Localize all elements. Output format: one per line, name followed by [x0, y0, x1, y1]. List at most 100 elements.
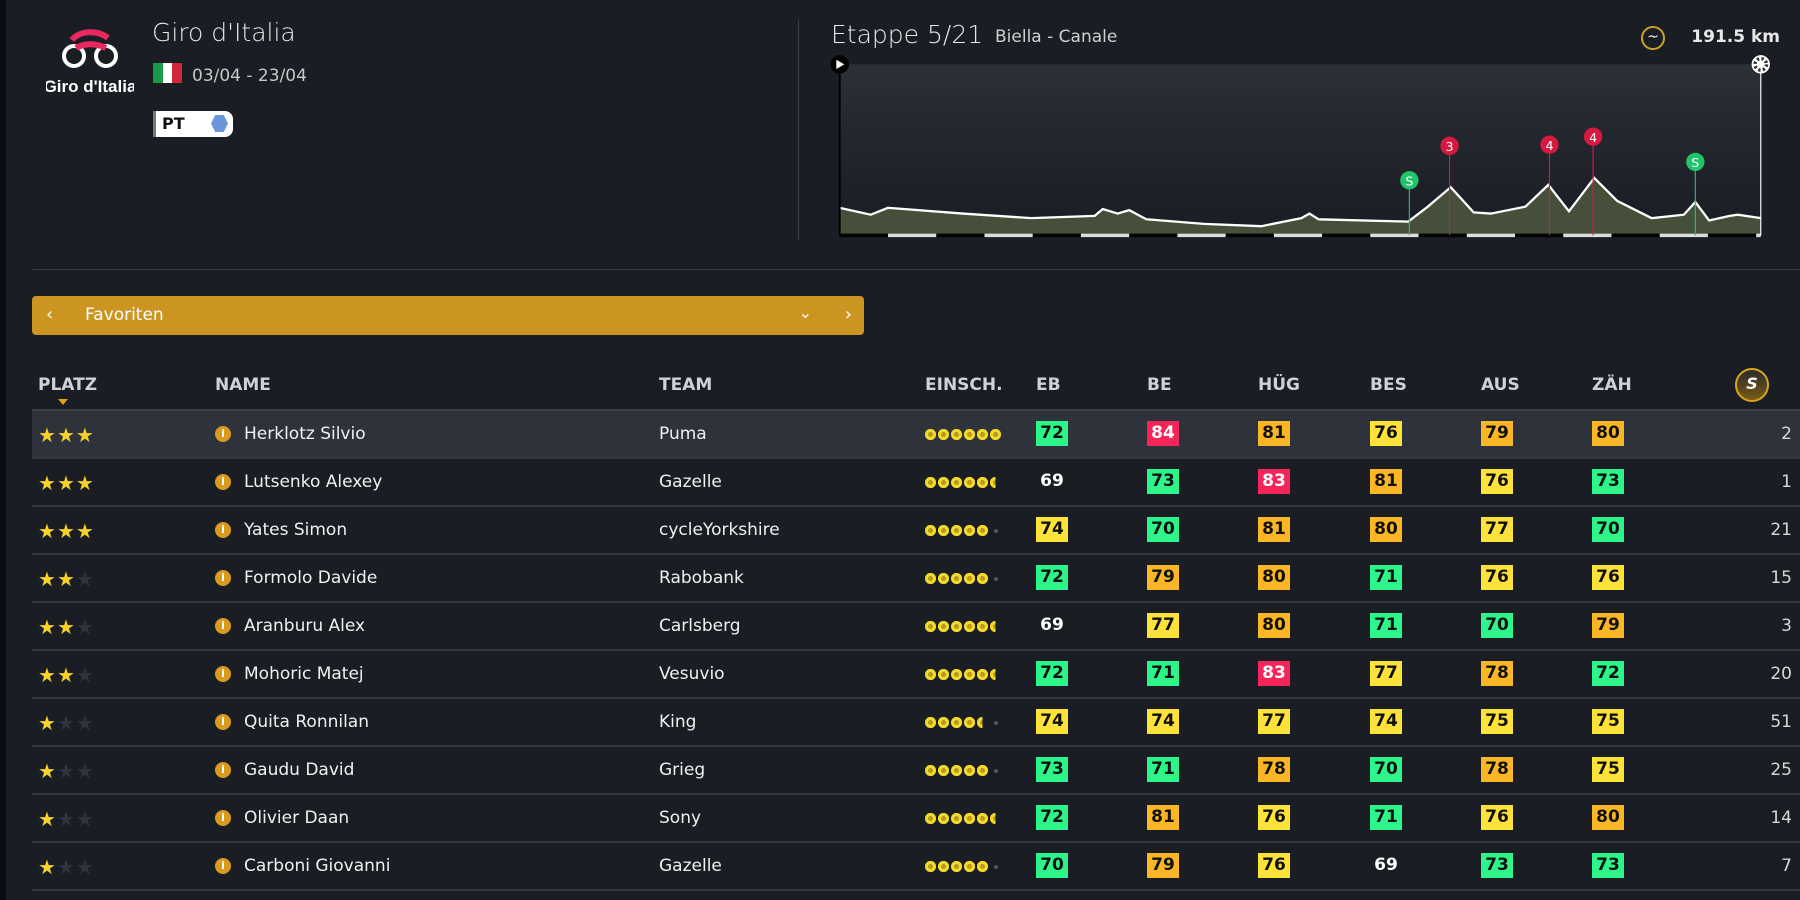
rider-number: 21 [1770, 520, 1792, 540]
table-row[interactable]: ★★★ i Olivier Daan Sony 72 81 76 71 76 80 14 [32, 795, 1800, 843]
header-bes[interactable]: BES [1370, 375, 1407, 395]
rider-name[interactable]: Carboni Giovanni [244, 856, 391, 876]
form-dot-icon [938, 813, 949, 824]
header-zah[interactable]: ZÄH [1592, 375, 1632, 395]
form-rating [925, 525, 1001, 537]
form-dot-icon [977, 669, 988, 680]
table-row[interactable]: ★★★ i Formolo Davide Rabobank 72 79 80 71 76 76 15 [32, 555, 1800, 603]
info-icon[interactable]: i [215, 714, 231, 730]
climb-marker[interactable]: 4 [1540, 135, 1559, 236]
stat-hug: 76 [1258, 853, 1290, 878]
star-icon: ★ [56, 471, 76, 495]
rider-name[interactable]: Gaudu David [244, 760, 355, 780]
info-icon[interactable]: i [215, 858, 231, 874]
form-rating [925, 669, 1001, 681]
table-row[interactable]: ★★★ i Quita Ronnilan King 74 74 77 74 75 75 51 [32, 699, 1800, 747]
stat-hug: 83 [1258, 661, 1290, 686]
header-team[interactable]: TEAM [659, 375, 713, 395]
table-row[interactable]: ★★★ i Aranburu Alex Carlsberg 69 77 80 71 70 79 3 [32, 603, 1800, 651]
rating-stars: ★★★ [38, 855, 95, 879]
table-row[interactable]: ★★★ i Yates Simon cycleYorkshire 74 70 81 80 77 7… [32, 507, 1800, 555]
stat-hug: 81 [1258, 517, 1290, 542]
stat-eb: 72 [1036, 805, 1068, 830]
stat-aus: 79 [1481, 421, 1513, 446]
stat-eb: 72 [1036, 661, 1068, 686]
info-icon[interactable]: i [215, 522, 231, 538]
stat-zah: 75 [1592, 757, 1624, 782]
table-row[interactable]: ★★★ i Gaudu David Grieg 73 71 78 70 78 75 25 [32, 747, 1800, 795]
rating-stars: ★★★ [38, 423, 95, 447]
form-dot-icon [964, 429, 975, 440]
table-row[interactable]: ★★★ i Carboni Giovanni Gazelle 70 79 76 69 73 73 7 [32, 843, 1800, 891]
form-dot-icon [977, 765, 988, 776]
header-platz[interactable]: PLATZ [38, 375, 98, 395]
sprinter-icon[interactable]: S [1735, 368, 1769, 402]
italy-flag-icon [153, 63, 183, 83]
favorites-selector[interactable]: ‹ Favoriten ⌄ › [32, 296, 864, 335]
chevron-down-icon[interactable]: ⌄ [798, 303, 812, 322]
team-name: Rabobank [659, 568, 744, 588]
header-einsch[interactable]: EINSCH. [925, 375, 1003, 395]
rider-name[interactable]: Olivier Daan [244, 808, 350, 828]
chevron-left-icon[interactable]: ‹ [46, 304, 54, 325]
rider-name[interactable]: Herklotz Silvio [244, 424, 366, 444]
form-dot-icon [951, 813, 962, 824]
header-be[interactable]: BE [1147, 375, 1172, 395]
info-icon[interactable]: i [215, 474, 231, 490]
form-dot-icon [938, 717, 949, 728]
rider-name[interactable]: Quita Ronnilan [244, 712, 370, 732]
climb-marker[interactable]: 3 [1440, 136, 1459, 236]
rating-stars: ★★★ [38, 663, 95, 687]
star-icon: ★ [75, 615, 95, 639]
stat-hug: 83 [1258, 469, 1290, 494]
star-icon: ★ [38, 855, 57, 879]
table-row[interactable]: ★★★ i Lutsenko Alexey Gazelle 69 73 83 81 76 73 1 [32, 459, 1800, 507]
stat-eb: 69 [1040, 471, 1064, 491]
chevron-right-icon[interactable]: › [844, 304, 852, 325]
stat-zah: 73 [1592, 469, 1624, 494]
rider-name[interactable]: Mohoric Matej [244, 664, 364, 684]
stat-be: 84 [1147, 421, 1179, 446]
star-icon: ★ [56, 807, 76, 831]
form-dot-icon [925, 717, 936, 728]
form-dot-icon [977, 861, 988, 872]
header-eb[interactable]: EB [1036, 375, 1061, 395]
form-dot-icon [964, 573, 975, 584]
star-icon: ★ [75, 663, 95, 687]
stat-bes: 74 [1370, 709, 1402, 734]
rating-stars: ★★★ [38, 615, 95, 639]
info-icon[interactable]: i [215, 810, 231, 826]
header-name[interactable]: NAME [215, 375, 271, 395]
rider-name[interactable]: Lutsenko Alexey [244, 472, 383, 492]
header-hug[interactable]: HÜG [1258, 375, 1300, 395]
table-row[interactable]: ★★★ i Mohoric Matej Vesuvio 72 71 83 77 78 72 20 [32, 651, 1800, 699]
form-dot-icon [938, 669, 949, 680]
table-row[interactable]: ★★★ i Herklotz Silvio Puma 72 84 81 76 79 80 2 [32, 411, 1800, 459]
stage-profile: S 3 4 4 S [830, 55, 1770, 238]
rider-name[interactable]: Aranburu Alex [244, 616, 366, 636]
info-icon[interactable]: i [215, 426, 231, 442]
form-dot-icon [994, 577, 998, 581]
info-icon[interactable]: i [215, 618, 231, 634]
form-dot-icon [994, 769, 998, 773]
stat-eb: 73 [1036, 757, 1068, 782]
stat-zah: 80 [1592, 805, 1624, 830]
form-dot-icon [977, 717, 983, 728]
rider-name[interactable]: Formolo Davide [244, 568, 378, 588]
form-dot-icon [925, 477, 936, 488]
rider-name[interactable]: Yates Simon [244, 520, 348, 540]
info-icon[interactable]: i [215, 762, 231, 778]
info-icon[interactable]: i [215, 666, 231, 682]
stat-zah: 72 [1592, 661, 1624, 686]
climb-marker[interactable]: 4 [1583, 127, 1603, 236]
star-icon: ★ [56, 567, 76, 591]
info-icon[interactable]: i [215, 570, 231, 586]
form-rating [925, 573, 1001, 585]
form-rating [925, 717, 1001, 729]
header-divider [32, 409, 1800, 411]
star-icon: ★ [75, 423, 95, 447]
sprint-marker[interactable]: S [1686, 152, 1705, 236]
header-aus[interactable]: AUS [1481, 375, 1520, 395]
sprint-marker[interactable]: S [1400, 171, 1419, 236]
form-dot-icon [951, 669, 962, 680]
